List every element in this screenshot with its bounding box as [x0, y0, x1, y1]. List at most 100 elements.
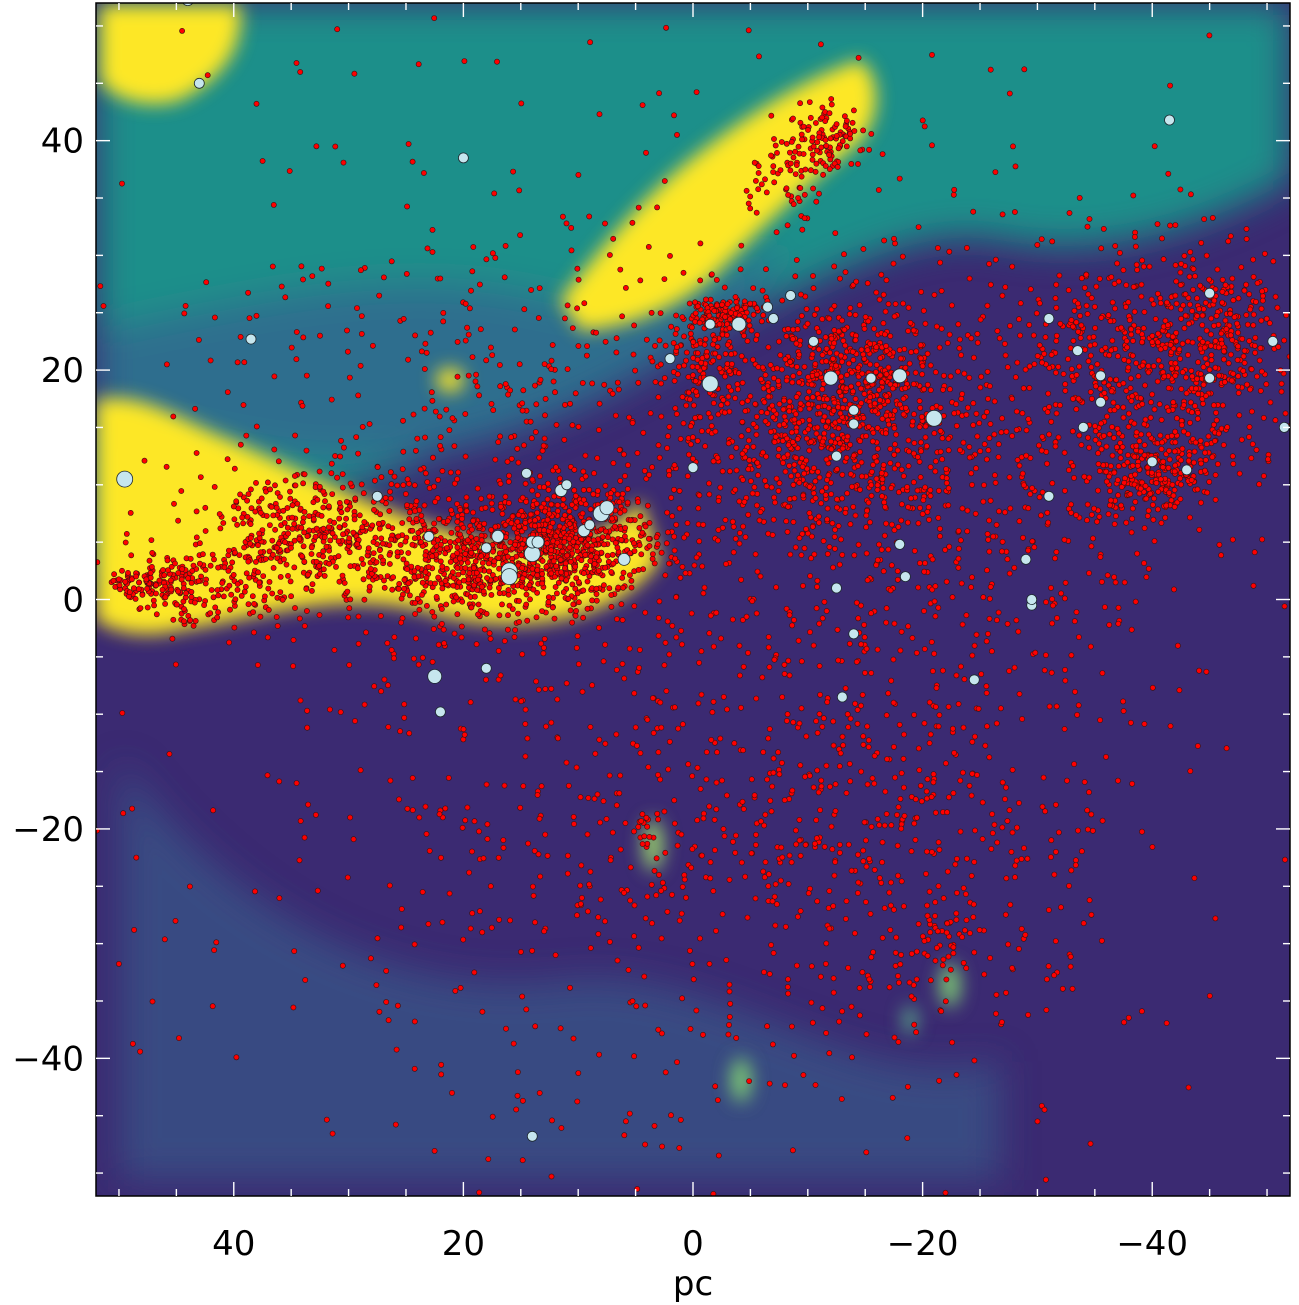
- red-point: [1076, 194, 1083, 201]
- red-point: [736, 642, 743, 649]
- red-point: [686, 300, 693, 307]
- red-point: [1123, 304, 1129, 310]
- red-point: [1141, 525, 1148, 531]
- red-point: [572, 563, 579, 570]
- red-point: [1195, 743, 1201, 749]
- red-point: [849, 1054, 855, 1061]
- red-point: [690, 455, 696, 462]
- red-point: [733, 832, 739, 839]
- red-point: [1088, 511, 1095, 518]
- red-point: [534, 589, 540, 596]
- red-point: [1155, 488, 1162, 495]
- red-point: [681, 876, 688, 883]
- red-point: [1139, 1008, 1145, 1015]
- red-point: [580, 487, 587, 493]
- red-point: [1077, 312, 1083, 319]
- red-point: [877, 372, 884, 379]
- red-point: [950, 191, 957, 198]
- red-point: [239, 514, 246, 521]
- red-point: [812, 1082, 819, 1088]
- red-point: [1112, 305, 1118, 312]
- red-point: [411, 568, 418, 574]
- red-point: [471, 545, 478, 551]
- red-point: [1180, 428, 1187, 435]
- red-point: [1177, 282, 1184, 288]
- red-point: [881, 532, 888, 539]
- red-point: [753, 209, 760, 216]
- red-point: [917, 560, 923, 566]
- red-point: [522, 753, 529, 760]
- red-point: [745, 650, 751, 656]
- red-point: [765, 393, 772, 400]
- red-point: [299, 553, 305, 560]
- red-point: [986, 260, 992, 267]
- red-point: [798, 173, 805, 180]
- red-point: [431, 520, 437, 527]
- red-point: [1108, 388, 1115, 395]
- red-point: [1246, 424, 1253, 430]
- red-point: [514, 1092, 521, 1099]
- red-point: [1155, 471, 1162, 478]
- red-point: [1172, 360, 1179, 367]
- red-point: [1218, 340, 1225, 347]
- red-point: [684, 520, 691, 526]
- red-point: [1208, 342, 1214, 349]
- red-point: [812, 495, 819, 501]
- red-point: [945, 703, 952, 710]
- red-point: [661, 662, 668, 669]
- red-point: [234, 587, 241, 593]
- red-point: [892, 441, 898, 448]
- red-point: [636, 542, 643, 549]
- red-point: [251, 601, 257, 607]
- red-point: [994, 328, 1001, 334]
- red-point: [167, 577, 174, 584]
- red-point: [782, 468, 789, 475]
- red-point: [949, 594, 956, 601]
- red-point: [1148, 399, 1154, 406]
- red-point: [905, 504, 911, 510]
- red-point: [628, 577, 635, 584]
- red-point: [605, 534, 611, 541]
- red-point: [224, 456, 231, 463]
- red-point: [338, 509, 345, 516]
- red-point: [669, 623, 676, 629]
- red-point: [409, 527, 416, 534]
- red-point: [971, 354, 977, 361]
- red-point: [784, 451, 791, 458]
- red-point: [480, 855, 487, 862]
- red-point: [266, 579, 273, 585]
- red-point: [883, 412, 890, 419]
- red-point: [410, 655, 417, 662]
- red-point: [1141, 452, 1148, 459]
- red-point: [732, 535, 739, 542]
- red-point: [834, 504, 840, 511]
- red-point: [622, 533, 628, 540]
- red-point: [293, 780, 300, 786]
- red-point: [940, 667, 946, 674]
- red-point: [1171, 503, 1178, 510]
- red-point: [1171, 487, 1178, 493]
- red-point: [760, 868, 767, 875]
- red-point: [739, 379, 746, 386]
- red-point: [1048, 351, 1055, 358]
- red-point: [998, 429, 1005, 436]
- red-point: [905, 519, 911, 526]
- red-point: [1098, 314, 1105, 321]
- red-point: [765, 644, 772, 651]
- red-point: [438, 854, 444, 861]
- red-point: [1147, 490, 1154, 497]
- red-point: [927, 362, 934, 369]
- red-point: [1031, 361, 1038, 367]
- red-point: [809, 1019, 816, 1026]
- red-point: [724, 332, 730, 338]
- red-point: [1227, 233, 1234, 239]
- red-point: [1188, 367, 1195, 374]
- red-point: [595, 914, 602, 921]
- red-point: [1227, 310, 1234, 317]
- red-point: [794, 326, 801, 333]
- red-point: [939, 456, 945, 463]
- red-point: [760, 312, 767, 319]
- red-point: [819, 352, 826, 358]
- red-point: [758, 409, 765, 415]
- red-point: [431, 613, 438, 620]
